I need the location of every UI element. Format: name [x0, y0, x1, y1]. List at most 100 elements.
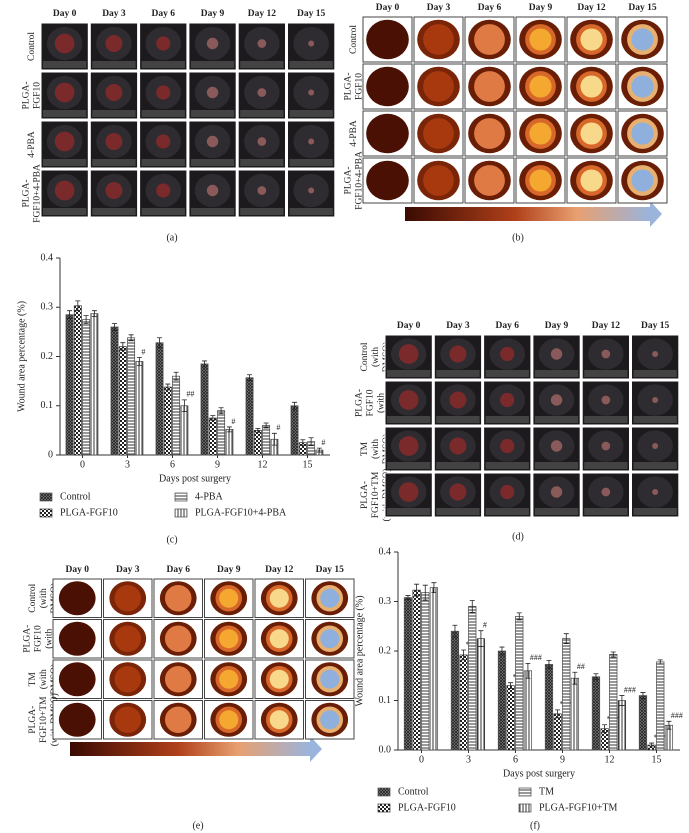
row-label: Control [349, 25, 359, 54]
error-bar [516, 612, 522, 621]
column-header: Day 3 [427, 3, 451, 13]
column-header: Day 9 [545, 321, 569, 331]
wound [206, 37, 219, 50]
wound [500, 438, 515, 454]
photo-ruler [190, 61, 235, 68]
wound [500, 392, 515, 408]
area-layer [269, 629, 289, 649]
area-layer [474, 118, 505, 149]
significance: ## [577, 662, 585, 671]
error-bar [218, 407, 224, 415]
photo-ruler [289, 208, 333, 215]
row-label-line: (with [376, 393, 387, 413]
area-layer [269, 669, 289, 689]
wound [398, 344, 419, 364]
column-header: Day 12 [265, 565, 293, 575]
column-header: Day 9 [201, 9, 225, 19]
legend-swatch [518, 787, 532, 797]
wound [652, 351, 659, 357]
bar [180, 405, 189, 456]
row-label-line: PLGA- [28, 706, 38, 734]
error-bar [572, 671, 578, 685]
area-layer [164, 584, 192, 612]
wound [398, 436, 419, 456]
wound [156, 134, 171, 149]
photo-ruler [141, 159, 185, 166]
row-label-line: PLGA- [344, 167, 354, 195]
bar [245, 377, 254, 456]
error-bar [499, 646, 505, 656]
y-tick-label: 0.2 [41, 351, 54, 362]
error-bar [666, 720, 672, 730]
column-header: Day 6 [478, 3, 502, 13]
x-axis-label: Days post surgery [159, 473, 231, 484]
wound [156, 183, 171, 198]
x-tick-label: 6 [170, 459, 175, 470]
error-bar [263, 422, 269, 429]
area-layer [269, 710, 289, 730]
column-header: Day 15 [316, 565, 344, 575]
bar [118, 346, 127, 456]
area-layer [631, 28, 654, 51]
legend-swatch [518, 803, 532, 813]
area-layer [580, 169, 603, 192]
wound [206, 184, 219, 197]
y-tick-label: 0.4 [379, 546, 392, 557]
error-bar [271, 432, 277, 446]
legend-swatch [377, 803, 391, 813]
bar [65, 314, 74, 456]
wound [398, 390, 419, 410]
photo-ruler [633, 370, 677, 377]
y-tick-label: 0.3 [379, 596, 392, 607]
column-header: Day 15 [628, 3, 656, 13]
wound [54, 131, 75, 152]
area-layer [164, 665, 192, 693]
bar [544, 664, 554, 751]
bar [200, 363, 209, 456]
y-tick-label: 0.4 [41, 252, 54, 263]
error-bar [247, 374, 253, 382]
error-bar [165, 383, 171, 391]
significance: # [321, 438, 325, 447]
photo-ruler [436, 370, 480, 377]
wound [257, 137, 267, 146]
legend-label: PLGA-FGF10 [398, 802, 456, 813]
bar [638, 695, 648, 751]
photo-ruler [387, 508, 431, 515]
photo-ruler [584, 370, 628, 377]
bar [135, 361, 144, 456]
row-label-line: PLGA- [355, 389, 365, 417]
wound [105, 35, 123, 52]
error-bar [300, 439, 306, 447]
bar [290, 405, 299, 456]
bar [412, 589, 421, 751]
row-label-line: PLGA- [344, 73, 354, 101]
column-header: Day 3 [102, 9, 126, 19]
column-header: Day 9 [217, 565, 241, 575]
row-label-line: PLGA- [23, 625, 33, 653]
area-layer [631, 122, 654, 145]
row-label-line: FGF10+TM [39, 696, 49, 743]
error-bar [649, 742, 655, 748]
photo-ruler [92, 208, 136, 215]
area-layer [114, 706, 142, 734]
column-header: Day 0 [397, 321, 421, 331]
error-bar [405, 595, 411, 600]
photo-ruler [289, 110, 333, 117]
wound [449, 437, 467, 455]
photo-ruler [43, 208, 87, 215]
photo-ruler [485, 370, 529, 377]
wound [257, 39, 267, 48]
bar [497, 650, 507, 751]
row-label-line: (with [370, 439, 381, 459]
bar [82, 319, 91, 456]
error-bar [619, 695, 625, 706]
x-tick-label: 9 [560, 754, 565, 765]
wound [550, 348, 563, 360]
wound [652, 489, 659, 495]
legend-label: PLGA-FGF10+TM [539, 802, 618, 813]
error-bar [525, 662, 531, 679]
error-bar [602, 724, 608, 734]
photo-ruler [43, 159, 87, 166]
